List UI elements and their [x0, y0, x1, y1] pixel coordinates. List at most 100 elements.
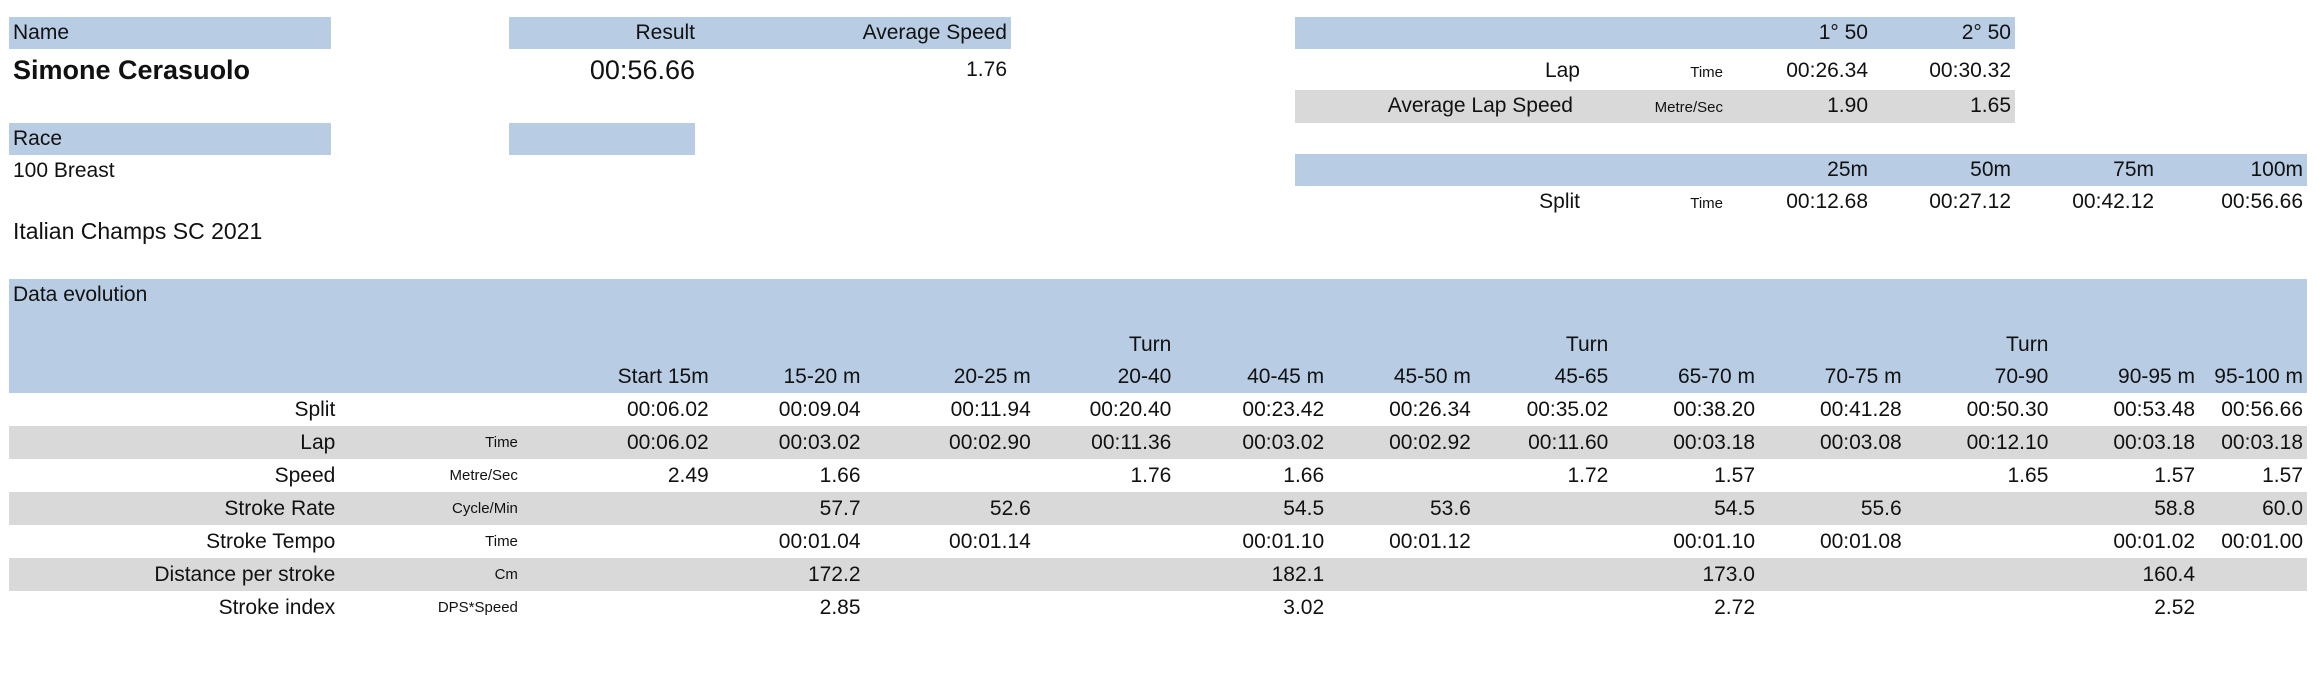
table-cell: 1.76	[1130, 464, 1172, 487]
table-cell: 1.57	[1714, 464, 1755, 487]
table-cell: 00:03.18	[2052, 426, 2200, 459]
column-top-label: Turn	[1034, 329, 1176, 361]
table-cell: 00:01.08	[1819, 530, 1902, 553]
table-cell: 00:03.08	[1759, 426, 1906, 459]
table-cell	[521, 492, 713, 525]
table-cell	[2199, 558, 2307, 591]
spacer-cell	[339, 361, 522, 393]
table-cell	[1475, 591, 1612, 624]
table-cell: 52.6	[864, 492, 1035, 525]
table-cell	[1035, 525, 1176, 558]
average-speed-label: Average Speed	[862, 21, 1007, 44]
column-header: 95-100 m	[2199, 361, 2307, 393]
table-cell: 182.1	[1175, 558, 1329, 591]
split-value-50m: 00:27.12	[1929, 190, 2011, 213]
table-cell	[1328, 558, 1475, 591]
table-cell: 1.66	[819, 464, 861, 487]
table-cell	[1328, 591, 1475, 624]
lap-speed-label: Average Lap Speed	[1387, 94, 1573, 117]
table-cell	[521, 558, 713, 591]
result-label: Result	[635, 21, 695, 44]
table-cell: 00:01.02	[2113, 530, 2196, 553]
split-value-75m: 00:42.12	[2072, 190, 2154, 213]
column-top-label	[1612, 329, 1759, 361]
column-header: 15-20 m	[712, 361, 865, 393]
table-cell: 55.6	[1759, 492, 1906, 525]
table-cell: 00:01.00	[2221, 530, 2303, 553]
split-row: Split Time 00:12.68 00:27.12 00:42.12 00…	[1295, 186, 2307, 218]
table-cell: 2.72	[1714, 596, 1755, 619]
table-cell: 00:06.02	[521, 426, 713, 459]
lap-value-1: 00:26.34	[1786, 59, 1868, 82]
table-cell: 2.85	[819, 596, 861, 619]
table-cell	[1035, 591, 1176, 624]
table-cell: 00:50.30	[1966, 398, 2049, 421]
column-top-label: Turn	[1474, 329, 1613, 361]
table-cell	[522, 591, 713, 624]
laps-header: 1° 50 2° 50	[1295, 17, 2015, 49]
table-cell: 1.72	[1567, 464, 1609, 487]
table-cell	[864, 558, 1035, 591]
split-unit: Time	[1690, 195, 1723, 212]
row-unit	[339, 393, 522, 426]
row-unit: DPS*Speed	[437, 599, 518, 616]
row-label: Stroke Tempo	[206, 530, 336, 553]
table-cell: 00:20.40	[1089, 398, 1172, 421]
table-cell: 54.5	[1612, 492, 1759, 525]
row-label: Stroke index	[218, 596, 336, 619]
table-cell	[1474, 492, 1613, 525]
column-top-label	[2052, 329, 2200, 361]
table-cell	[1906, 525, 2053, 558]
race-label: Race	[13, 127, 63, 150]
row-label: Stroke Rate	[9, 492, 340, 525]
table-cell: 00:03.02	[712, 426, 865, 459]
split-value-100m: 00:56.66	[2221, 190, 2303, 213]
column-top-label	[864, 329, 1035, 361]
lap-speed-value-1: 1.90	[1827, 94, 1868, 117]
table-cell	[1759, 558, 1906, 591]
column-header: 65-70 m	[1612, 361, 1759, 393]
table-cell: 1.57	[2154, 464, 2196, 487]
table-cell	[1905, 558, 2053, 591]
table-cell	[1034, 492, 1176, 525]
table-cell: 1.57	[2262, 464, 2303, 487]
table-cell: 00:03.18	[1612, 426, 1759, 459]
table-cell: 00:01.14	[949, 530, 1031, 553]
result-header: Result Average Speed	[509, 17, 1011, 49]
row-label: Speed	[274, 464, 336, 487]
table-cell: 00:11.36	[1034, 426, 1176, 459]
split-header-75m: 75m	[2113, 158, 2154, 181]
lap-header-2: 2° 50	[1961, 21, 2011, 44]
table-cell: 58.8	[2052, 492, 2200, 525]
table-cell: 00:35.02	[1526, 398, 1609, 421]
table-cell	[2199, 591, 2307, 624]
table-cell: 2.52	[2154, 596, 2196, 619]
table-cell	[1034, 558, 1176, 591]
table-cell: 53.6	[1328, 492, 1475, 525]
table-row: Split 00:06.02 00:09.04 00:11.94 00:20.40 00:…	[9, 393, 2307, 426]
evolution-title-row: Data evolution	[9, 279, 2307, 329]
column-top-label	[1328, 329, 1475, 361]
lap-speed-value-2: 1.65	[1970, 94, 2011, 117]
row-label: Distance per stroke	[9, 558, 340, 591]
split-value-25m: 00:12.68	[1786, 190, 1868, 213]
name-label: Name	[13, 21, 70, 44]
table-row: Distance per stroke Cm 172.2 182.1 173.0 160.…	[9, 558, 2307, 591]
table-cell: 54.5	[1175, 492, 1329, 525]
lap-label: Lap	[1544, 59, 1580, 82]
row-unit: Time	[485, 533, 518, 550]
table-cell: 00:01.04	[778, 530, 861, 553]
table-cell: 160.4	[2052, 558, 2200, 591]
lap-row: Lap Time 00:26.34 00:30.32	[1295, 55, 2015, 87]
table-cell: 00:53.48	[2113, 398, 2196, 421]
column-header: Start 15m	[521, 361, 713, 393]
table-cell: 00:01.10	[1673, 530, 1755, 553]
table-cell: 1.66	[1283, 464, 1325, 487]
table-cell: 00:23.42	[1242, 398, 1325, 421]
table-cell	[1759, 591, 1906, 624]
split-label: Split	[1539, 190, 1580, 213]
table-row: Stroke Rate Cycle/Min 57.7 52.6 54.5 53.6 54.5…	[9, 492, 2307, 525]
evolution-title: Data evolution	[9, 279, 2307, 329]
table-cell: 2.49	[667, 464, 709, 487]
lap-header-1: 1° 50	[1818, 21, 1868, 44]
